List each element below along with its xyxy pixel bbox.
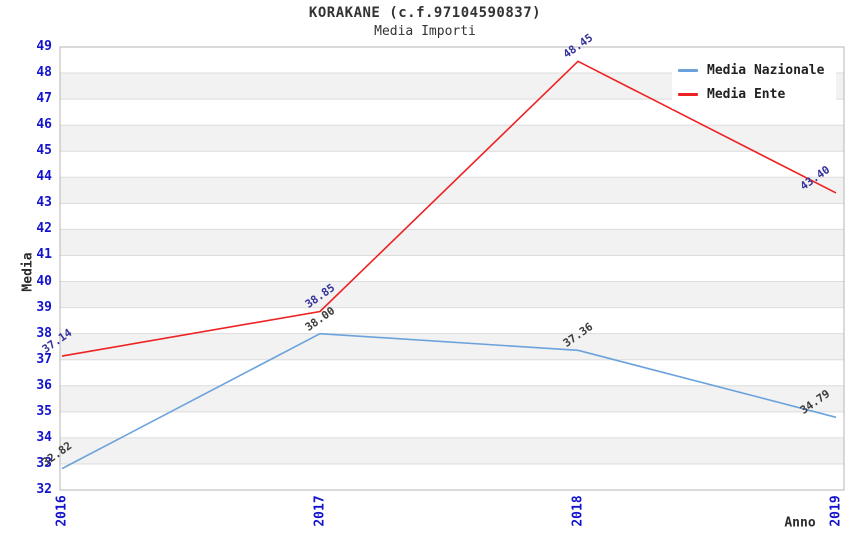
plot-band [60,463,844,490]
plot-band [60,359,844,386]
plot-band [60,177,844,204]
y-tick-label: 43 [36,195,52,211]
y-tick-label: 47 [36,91,52,107]
legend-line-swatch-nazionale [678,69,698,72]
plot-frame [59,46,845,491]
y-tick-label: 36 [36,377,52,393]
y-tick-label: 48 [36,65,52,81]
y-tick-label: 45 [36,143,52,159]
y-tick-label: 49 [36,39,52,54]
plot-band [60,411,844,438]
y-tick-label: 46 [36,117,52,133]
legend-item-media-nazionale: Media Nazionale [678,63,824,78]
y-tick-label: 32 [36,482,52,497]
y-tick-label: 42 [36,221,52,237]
x-tick-label: 2019 [828,495,844,527]
plot-band [60,385,844,412]
plot-band [60,333,844,360]
x-tick-label: 2017 [312,495,328,527]
legend-item-media-ente: Media Ente [678,87,824,102]
x-tick-label: 2018 [570,495,586,527]
x-axis-title: Anno [784,515,816,531]
line-media-nazionale [61,332,837,470]
y-tick-label: 41 [36,247,52,263]
legend-line-swatch-ente [678,93,698,96]
y-tick-label: 37 [36,351,52,367]
legend: Media Nazionale Media Ente [672,56,837,109]
plot-band [60,281,844,308]
line-media-ente [61,60,837,357]
plot-band [60,151,844,178]
plot-band [60,255,844,282]
chart-subtitle: Media Importi [374,24,476,39]
y-tick-label: 44 [36,169,52,185]
y-tick-label: 35 [36,403,52,419]
chart-title: KORAKANE (c.f.97104590837) [308,5,542,21]
legend-label-ente: Media Ente [707,87,786,102]
plot-band [60,229,844,256]
y-tick-label: 40 [36,273,52,289]
plot-band [60,437,844,464]
y-tick-label: 34 [36,429,52,445]
plot-band [60,307,844,334]
y-tick-label: 38 [36,325,52,341]
y-tick-label: 39 [36,299,52,315]
legend-label-nazionale: Media Nazionale [707,63,825,78]
plot-band [60,125,844,152]
x-tick-label: 2016 [54,495,70,527]
y-tick-label: 33 [36,455,52,471]
plot-band [60,203,844,230]
